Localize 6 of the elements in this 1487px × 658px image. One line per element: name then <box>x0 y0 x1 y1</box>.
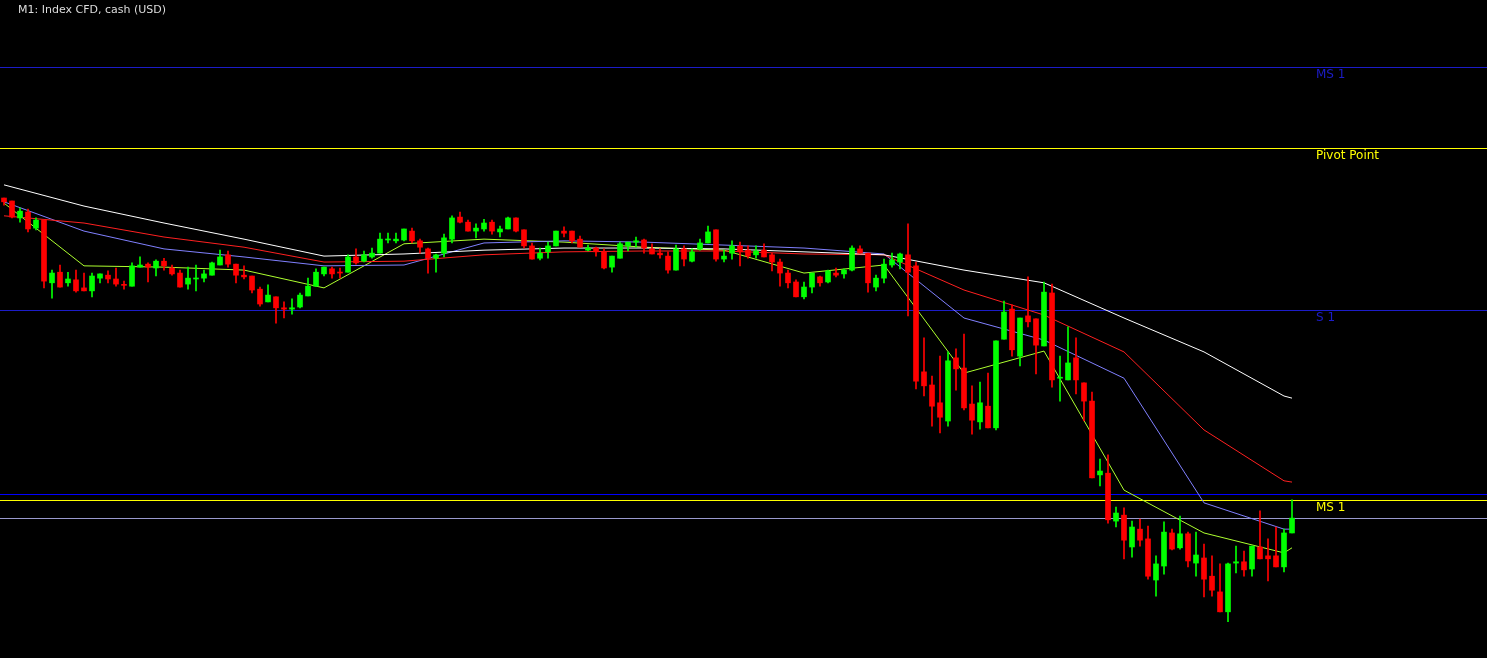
ref-line-label: S 1 <box>1316 310 1336 325</box>
ref-line-label: MS 1 <box>1316 67 1346 82</box>
candlestick <box>553 230 559 247</box>
ref-line-label: Pivot Point <box>1316 148 1380 163</box>
chart-title: M1: Index CFD, cash (USD) <box>18 3 167 16</box>
ref-line-label: MS 1 <box>1316 500 1346 515</box>
